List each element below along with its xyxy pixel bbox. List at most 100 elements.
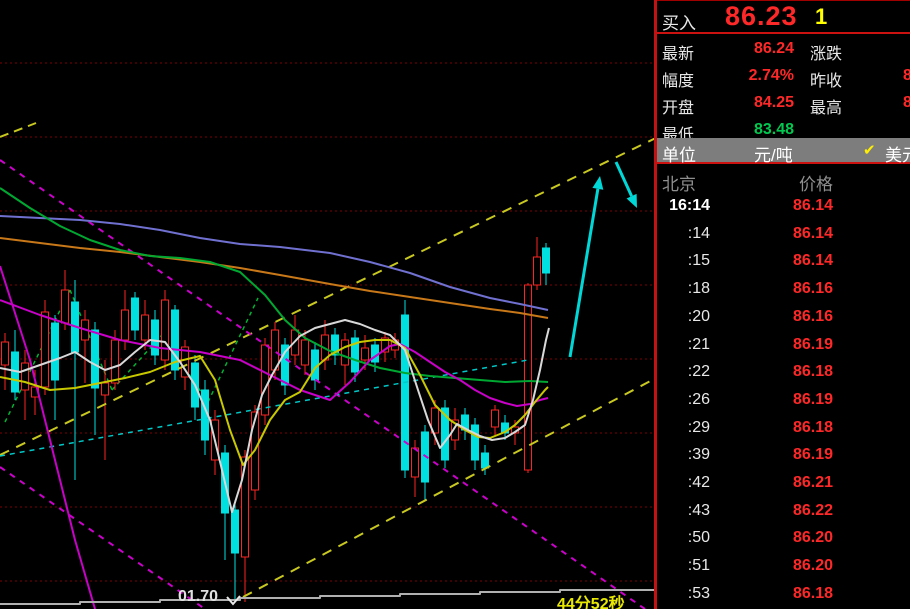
usd-checkbox-check-icon[interactable]: ✔ bbox=[863, 142, 876, 159]
magenta-downtrend-b bbox=[0, 466, 206, 609]
tick-time: :43 bbox=[687, 501, 710, 519]
quote-stat-row: 开盘 84.25 最高 8 bbox=[657, 90, 910, 117]
price-level-label: 01.70 bbox=[178, 588, 218, 605]
stat-value: 83.48 bbox=[753, 121, 794, 138]
candle-up bbox=[381, 337, 389, 353]
buy-label: 买入 bbox=[662, 14, 696, 33]
candle-up bbox=[533, 256, 541, 286]
candle-up bbox=[1, 341, 9, 366]
tick-row[interactable]: :15 86.14 bbox=[657, 248, 910, 275]
cyan-arrow-down-short bbox=[614, 161, 633, 197]
tick-price: 86.18 bbox=[792, 363, 833, 381]
candle-up bbox=[411, 447, 419, 478]
tick-time: :15 bbox=[687, 252, 710, 270]
tick-row[interactable]: :42 86.21 bbox=[657, 470, 910, 497]
stat-label: 最高 bbox=[810, 100, 843, 117]
unit-value: 元/吨 bbox=[754, 146, 793, 165]
candle-down bbox=[281, 344, 289, 386]
green-zigzag-1 bbox=[4, 289, 71, 423]
candle-up bbox=[141, 314, 149, 341]
tick-price: 86.19 bbox=[792, 446, 833, 464]
tick-row[interactable]: :50 86.20 bbox=[657, 525, 910, 552]
candlestick-chart[interactable]: 01.70 44分52秒 bbox=[0, 0, 654, 609]
ma-blue bbox=[0, 215, 549, 311]
tick-time: :51 bbox=[687, 557, 710, 575]
candle-up bbox=[61, 289, 69, 324]
candle-up bbox=[161, 299, 169, 361]
candle-up bbox=[341, 339, 349, 366]
candle-up bbox=[241, 456, 249, 558]
tick-time: :53 bbox=[687, 584, 710, 602]
candle-up bbox=[301, 339, 309, 366]
candle-down bbox=[471, 424, 479, 461]
quote-stat-row: 幅度 2.74% 昨收 8 bbox=[657, 63, 910, 90]
gray-step-line bbox=[0, 589, 654, 605]
stat-label: 涨跌 bbox=[810, 46, 843, 63]
yellow-topleft-segment bbox=[0, 122, 37, 138]
candle-up bbox=[491, 409, 499, 428]
tick-price: 86.20 bbox=[792, 557, 833, 575]
ma-white bbox=[0, 319, 550, 513]
ma-magenta-steep bbox=[0, 265, 96, 609]
tick-time: :42 bbox=[687, 474, 710, 491]
tick-row[interactable]: :51 86.20 bbox=[657, 553, 910, 580]
tick-row[interactable]: :29 86.18 bbox=[657, 415, 910, 442]
tick-row[interactable]: :21 86.19 bbox=[657, 332, 910, 359]
candle-down bbox=[481, 452, 489, 469]
stat-label: 开盘 bbox=[662, 100, 695, 117]
tick-row[interactable]: 16:14 86.14 bbox=[657, 193, 910, 220]
tick-time: :26 bbox=[687, 390, 710, 408]
ma-orange bbox=[0, 237, 549, 319]
tick-price: 86.19 bbox=[792, 335, 833, 353]
candle-down bbox=[351, 337, 359, 373]
unit-label: 单位 bbox=[662, 146, 696, 165]
buy-price: 86.23 bbox=[725, 1, 798, 31]
tick-time: 16:14 bbox=[669, 197, 710, 214]
tick-row[interactable]: :39 86.19 bbox=[657, 442, 910, 469]
candle-down bbox=[131, 297, 139, 331]
yellow-channel-lower bbox=[242, 377, 654, 598]
tick-price: 86.20 bbox=[792, 529, 833, 547]
candle-down bbox=[441, 407, 449, 461]
ma-magenta bbox=[0, 299, 549, 407]
candle-up bbox=[21, 362, 29, 391]
tick-price: 86.14 bbox=[792, 252, 833, 270]
tick-row[interactable]: :18 86.16 bbox=[657, 276, 910, 303]
quote-stat-row: 最新 86.24 涨跌 bbox=[657, 36, 910, 63]
candle-up bbox=[111, 339, 119, 384]
candle-down bbox=[171, 309, 179, 371]
stat-value: 2.74% bbox=[748, 67, 794, 84]
cyan-arrow-up-long-head bbox=[592, 176, 604, 190]
tick-list[interactable]: 16:14 86.14:14 86.14:15 86.14:18 86.16:20 86.… bbox=[657, 193, 910, 609]
tick-price: 86.18 bbox=[792, 584, 833, 602]
v-bottom-tick bbox=[226, 595, 241, 606]
tick-time: :22 bbox=[687, 363, 710, 381]
tick-row[interactable]: :14 86.14 bbox=[657, 221, 910, 248]
tick-table-header-city: 北京 bbox=[662, 175, 696, 194]
candle-up bbox=[261, 344, 269, 416]
tick-price: 86.16 bbox=[792, 280, 833, 298]
candle-up bbox=[361, 347, 369, 361]
candle-up bbox=[431, 407, 439, 434]
tick-time: :21 bbox=[687, 335, 710, 353]
candle-up bbox=[181, 346, 189, 378]
tick-table-header: 北京 价格 bbox=[657, 168, 910, 194]
buy-quote-row[interactable]: 买入 86.23 1 bbox=[657, 0, 910, 34]
tick-row[interactable]: :53 86.18 bbox=[657, 581, 910, 608]
tick-row[interactable]: :20 86.16 bbox=[657, 304, 910, 331]
usd-checkbox-label[interactable]: 美元 bbox=[885, 146, 910, 165]
stat-value-clipped: 8 bbox=[903, 94, 910, 111]
tick-row[interactable]: :26 86.19 bbox=[657, 387, 910, 414]
tick-time: :18 bbox=[687, 280, 710, 298]
tick-row[interactable]: :43 86.22 bbox=[657, 498, 910, 525]
candle-down bbox=[331, 334, 339, 356]
tick-table-header-price: 价格 bbox=[799, 175, 833, 194]
candle-down bbox=[231, 509, 239, 554]
quote-panel: 买入 86.23 1 最新 86.24 涨跌 幅度 2.74% 昨收 8 开盘 84.25 最高 8… bbox=[654, 0, 910, 609]
tick-time: :20 bbox=[687, 307, 710, 325]
stat-label: 幅度 bbox=[662, 73, 695, 90]
tick-time: :14 bbox=[687, 224, 710, 242]
tick-price: 86.18 bbox=[792, 418, 833, 436]
tick-row[interactable]: :22 86.18 bbox=[657, 359, 910, 386]
